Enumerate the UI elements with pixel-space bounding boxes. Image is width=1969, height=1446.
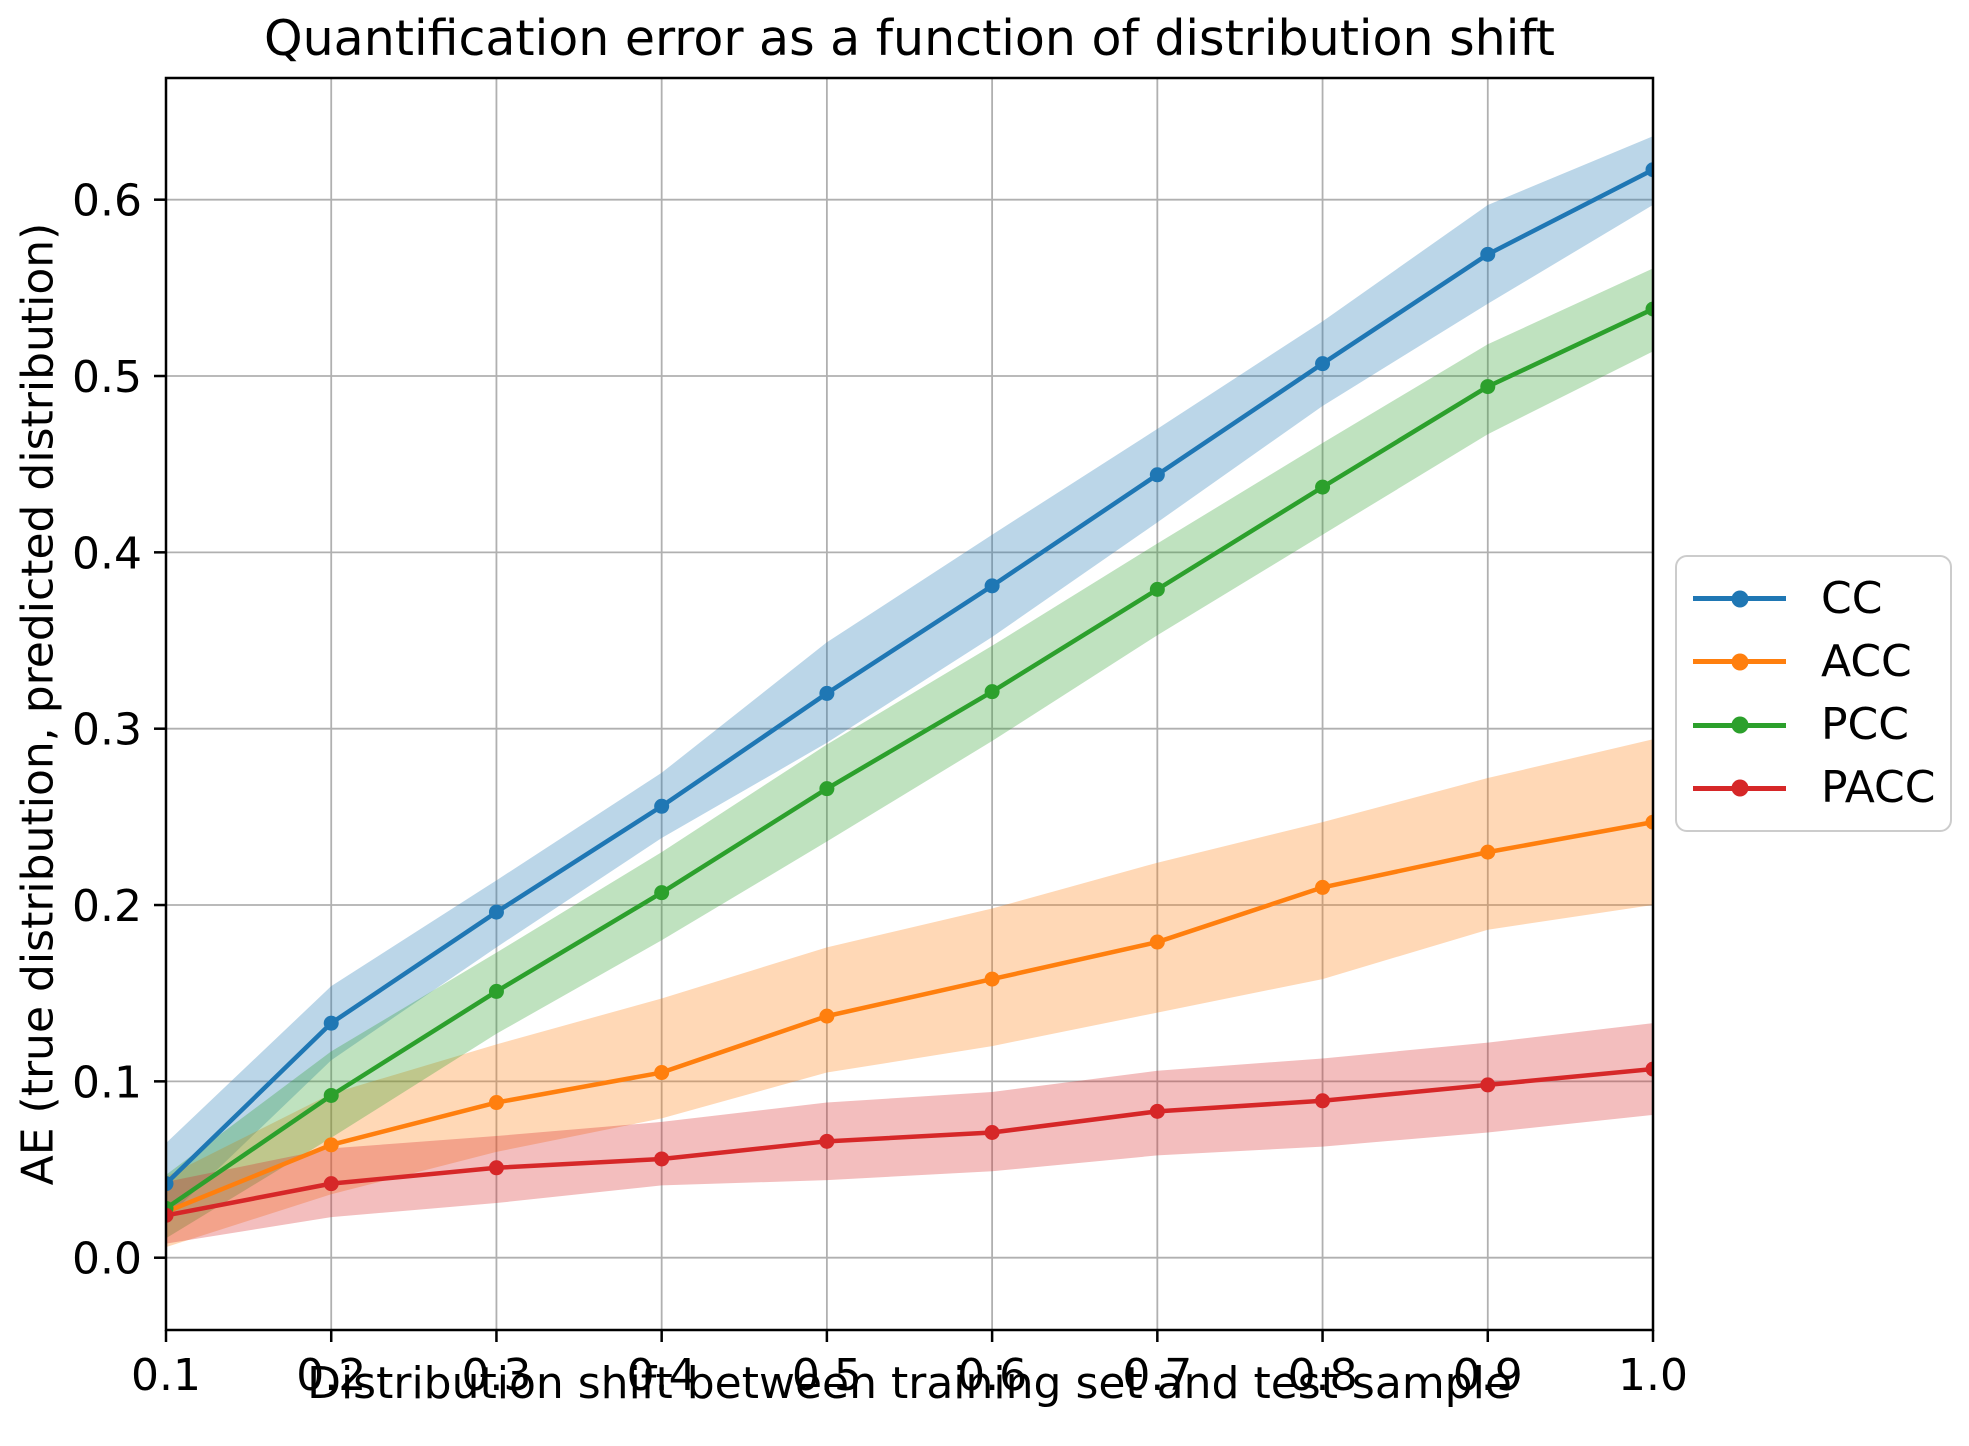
marker-CC: [1480, 246, 1496, 262]
marker-PCC: [984, 684, 1000, 700]
x-tick-label: 0.6: [957, 1350, 1027, 1401]
chart-title: Quantification error as a function of di…: [264, 10, 1555, 67]
x-tick-label: 0.9: [1453, 1350, 1523, 1401]
marker-PACC: [1480, 1077, 1496, 1093]
marker-CC: [1149, 467, 1165, 483]
marker-ACC: [819, 1008, 835, 1024]
marker-CC: [984, 578, 1000, 594]
marker-CC: [819, 685, 835, 701]
legend-label-ACC: ACC: [1821, 635, 1912, 687]
legend-label-PACC: PACC: [1821, 762, 1936, 814]
marker-PACC: [819, 1133, 835, 1149]
marker-PACC: [1149, 1103, 1165, 1119]
legend-line-sample-PACC: [1693, 779, 1786, 797]
marker-ACC: [654, 1065, 670, 1081]
marker-PACC: [1645, 1061, 1653, 1077]
axes-frame: [164, 76, 1655, 1332]
marker-CC: [488, 904, 504, 920]
legend-marker-ACC: [1731, 653, 1748, 671]
marker-ACC: [323, 1137, 339, 1153]
legend-marker-PCC: [1731, 716, 1748, 734]
y-tick-label: 0.3: [72, 705, 142, 756]
legend-label-PCC: PCC: [1821, 699, 1909, 751]
marker-ACC: [488, 1095, 504, 1111]
x-tick-label: 0.2: [296, 1350, 366, 1401]
marker-PCC: [488, 983, 504, 999]
y-tick-label: 0.1: [72, 1057, 142, 1108]
marker-ACC: [1315, 879, 1331, 895]
y-tick-label: 0.2: [72, 881, 142, 932]
marker-PCC: [1480, 379, 1496, 395]
x-tick-label: 0.3: [461, 1350, 531, 1401]
marker-PCC: [654, 885, 670, 901]
marker-CC: [654, 798, 670, 814]
marker-ACC: [1149, 934, 1165, 950]
legend-item-PCC: PCC: [1677, 694, 1950, 756]
marker-PCC: [1149, 581, 1165, 597]
marker-PCC: [819, 781, 835, 797]
marker-PCC: [1315, 479, 1331, 495]
legend-line-sample-ACC: [1693, 653, 1786, 671]
marker-PACC: [166, 1207, 174, 1223]
y-tick-label: 0.0: [72, 1234, 142, 1285]
marker-PCC: [1645, 301, 1653, 317]
marker-CC: [323, 1015, 339, 1031]
y-tick-label: 0.4: [72, 528, 142, 579]
legend-line-sample-CC: [1693, 590, 1786, 608]
marker-PACC: [488, 1160, 504, 1176]
confidence-band-ACC: [166, 739, 1653, 1248]
y-tick-label: 0.5: [72, 352, 142, 403]
y-tick-label: 0.6: [72, 176, 142, 227]
series-line-ACC: [166, 819, 1653, 1215]
marker-CC: [1645, 162, 1653, 178]
legend: CC ACC PCC PACC: [1675, 555, 1952, 832]
x-axis-label: Distribution shift between training set …: [307, 1358, 1512, 1409]
series-line-PCC: [166, 306, 1653, 1211]
series-line-PACC: [166, 1066, 1653, 1218]
y-axis-label: AE (true distribution, predicted distrib…: [12, 222, 64, 1186]
marker-PACC: [984, 1125, 1000, 1141]
x-tick-label: 0.7: [1122, 1350, 1192, 1401]
x-tick-label: 0.1: [131, 1350, 201, 1401]
marker-ACC: [1480, 844, 1496, 860]
x-tick-label: 1.0: [1618, 1350, 1688, 1401]
marker-ACC: [1645, 814, 1653, 830]
legend-line-sample-PCC: [1693, 716, 1786, 734]
x-tick-label: 0.5: [792, 1350, 862, 1401]
legend-item-PACC: PACC: [1677, 757, 1950, 819]
x-tick-label: 0.8: [1288, 1350, 1358, 1401]
marker-CC: [166, 1176, 174, 1192]
marker-PACC: [654, 1151, 670, 1167]
legend-item-CC: CC: [1677, 568, 1950, 630]
confidence-band-CC: [166, 136, 1653, 1219]
marker-PACC: [323, 1176, 339, 1192]
marker-PCC: [323, 1087, 339, 1103]
x-tick-label: 0.4: [627, 1350, 697, 1401]
marker-ACC: [984, 971, 1000, 987]
legend-marker-CC: [1731, 590, 1748, 608]
series-line-CC: [166, 167, 1653, 1186]
marker-CC: [1315, 356, 1331, 372]
legend-item-ACC: ACC: [1677, 631, 1950, 693]
legend-marker-PACC: [1731, 779, 1748, 797]
marker-PACC: [1315, 1093, 1331, 1109]
legend-label-CC: CC: [1821, 572, 1883, 624]
confidence-band-PACC: [166, 1023, 1653, 1244]
